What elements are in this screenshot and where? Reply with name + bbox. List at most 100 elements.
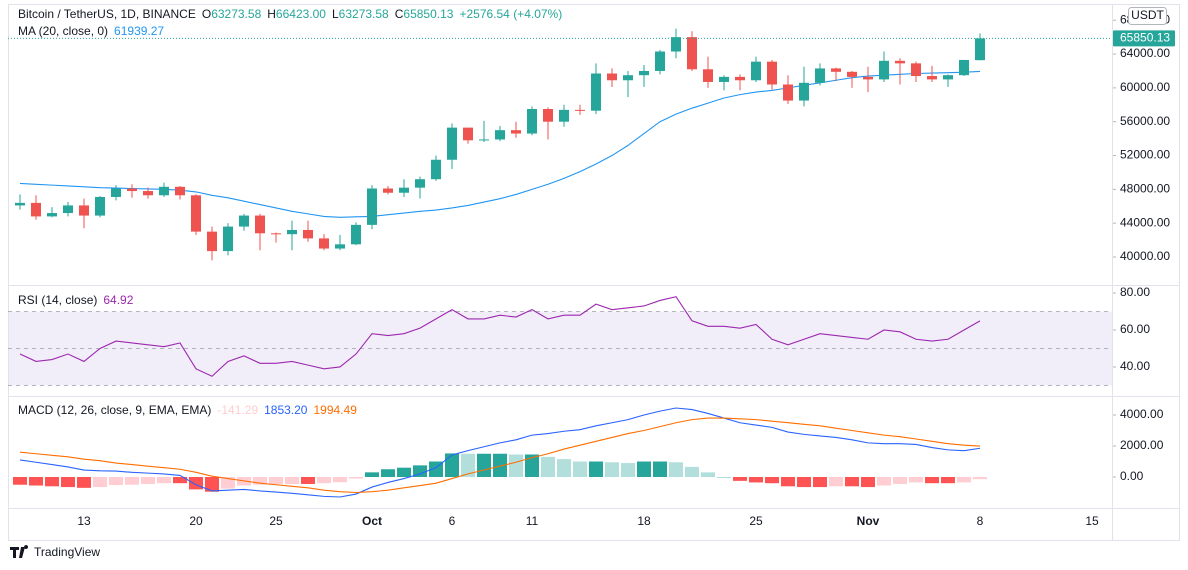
indicator-name: RSI (14, close) [18,293,97,307]
histogram-bar [445,453,459,477]
candle-body [191,195,201,232]
candle-body [95,196,105,216]
ohlc-prefix: C [395,7,404,21]
histogram-bar [733,476,747,481]
currency-label: USDT [1131,8,1164,22]
candle-body [895,60,905,64]
y-tick-label: 0.00 [1120,469,1144,483]
price-change: +2576.54 (+4.07%) [459,7,562,21]
candle-body [303,229,313,239]
candle-body [879,60,889,80]
candle-body [767,61,777,85]
x-tick-label: 8 [977,514,984,528]
ohlc-value: 63273.58 [339,7,389,21]
ohlc-value: 66423.00 [276,7,326,21]
y-tick-label: 40000.00 [1120,249,1170,263]
brand-name: TradingView [34,545,100,559]
candle-body [143,191,153,196]
histogram-bar [61,476,75,488]
ohlc-prefix: H [267,7,276,21]
histogram-bar [653,461,667,477]
histogram-bar [29,476,43,486]
histogram-bar [493,453,507,477]
histogram-bar [541,456,555,477]
brand-logo [10,545,29,558]
indicator-name: MA (20, close, 0) [18,24,108,38]
indicator-value: 1853.20 [264,403,308,417]
histogram-bar [877,476,891,486]
x-tick-label: 25 [269,514,283,528]
x-tick-label: 11 [526,514,539,528]
x-tick-label: 25 [749,514,763,528]
y-tick-label: 60000.00 [1120,80,1170,94]
histogram-bar [605,462,619,477]
y-tick-label: 40.00 [1120,359,1150,373]
histogram-bar [189,476,203,490]
x-tick-label: Oct [362,514,382,528]
y-tick-label: 56000.00 [1120,114,1170,128]
histogram-bar [477,453,491,477]
candle-body [719,76,729,82]
candle-body [495,130,505,140]
ohlc-prefix: L [332,7,339,21]
histogram-bar [845,476,859,487]
candle-body [175,186,185,196]
candle-body [671,37,681,52]
histogram-bar [77,476,91,488]
candle-body [511,130,521,134]
histogram-bar [861,476,875,488]
candle-body [431,159,441,180]
currency-box [1128,7,1167,25]
histogram-bar [109,476,123,486]
histogram-bar [813,476,827,488]
candle-body [703,69,713,82]
histogram-bar [573,461,587,477]
candle-body [975,38,985,61]
candle-body [831,68,841,72]
candle-body [735,76,745,81]
candle-body [559,109,569,122]
ohlc-value: 63273.58 [211,7,261,21]
histogram-bar [125,476,139,485]
y-tick-label: 80.00 [1120,285,1150,299]
indicator-value: 1994.49 [313,403,357,417]
histogram-bar [589,461,603,477]
last-price-box [1113,30,1175,47]
candle-body [543,109,553,122]
histogram-bar [285,476,299,484]
histogram-bar [157,476,171,484]
candle-body [399,187,409,193]
histogram-bar [685,466,699,477]
histogram-bar [909,476,923,483]
histogram-bar [973,476,987,480]
candle-body [607,73,617,81]
histogram-bar [317,476,331,484]
histogram-bar [781,476,795,487]
histogram-value: -141.29 [217,403,258,417]
macd-line [19,407,981,498]
candle-body [79,205,89,216]
candle-body [479,139,489,141]
histogram-bar [893,476,907,484]
histogram-bar [621,463,635,477]
candle-body [287,229,297,235]
x-tick-label: 13 [77,514,91,528]
histogram-bar [957,476,971,483]
histogram-bar [397,467,411,477]
x-tick-label: 15 [1085,514,1099,528]
candle-body [911,63,921,77]
candle-body [655,51,665,71]
candle-body [31,202,41,217]
candle-body [927,76,937,80]
indicator-value: 64.92 [103,293,133,307]
candle-body [15,202,25,206]
rsi-line [19,296,981,377]
signal-line [19,417,981,494]
histogram-bar [925,476,939,484]
candle-body [591,73,601,111]
histogram-bar [797,476,811,488]
candle-body [335,244,345,249]
histogram-bar [349,476,363,479]
candle-body [575,109,585,111]
x-tick-label: Nov [857,514,880,528]
